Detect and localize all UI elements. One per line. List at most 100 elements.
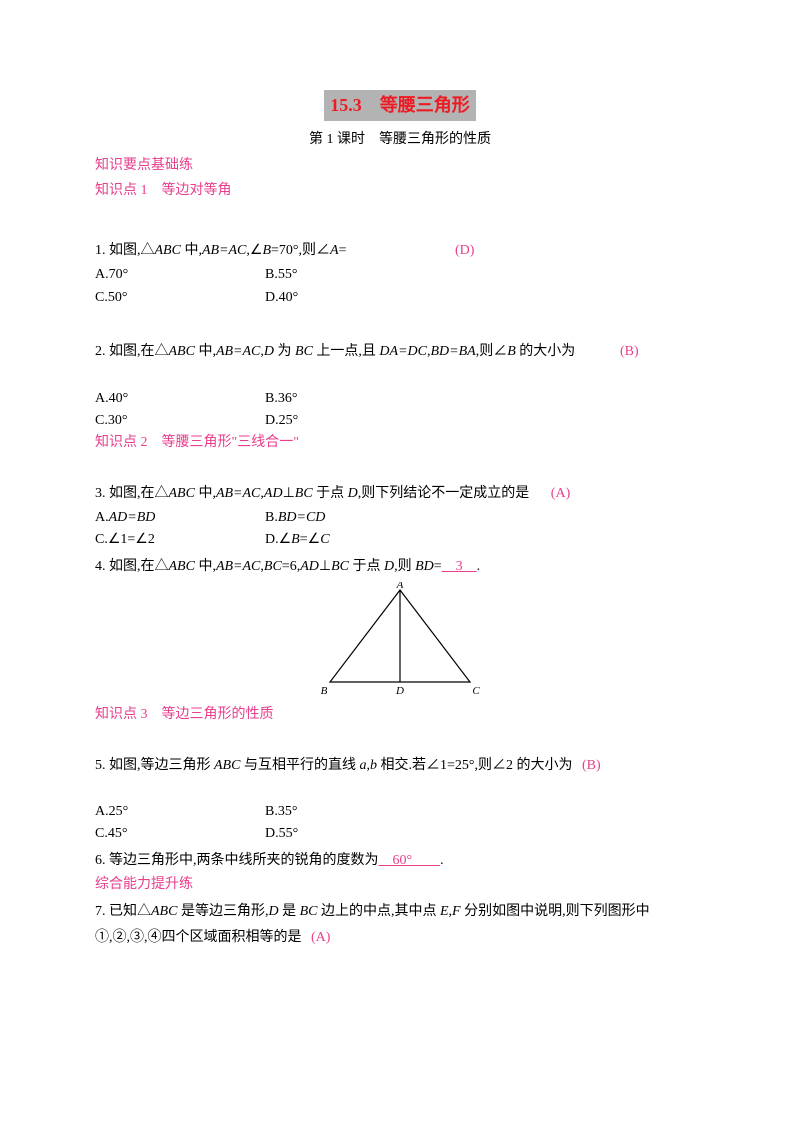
q7-t6: 分别如图中说明,则下列图形中 <box>461 904 650 919</box>
q1-cond: AB=AC <box>202 243 246 258</box>
q5-b: b <box>370 758 377 773</box>
kp2: 知识点 2 等腰三角形"三线合一" <box>95 432 705 454</box>
q3-t6: ,则下列结论不一定成立的是 <box>358 486 530 501</box>
q3-t4: ⊥ <box>283 486 295 501</box>
q2-abc: ABC <box>169 344 195 359</box>
q7-e: E <box>440 904 449 919</box>
diagram-label-D: D <box>395 685 404 697</box>
q3-optA-it: AD=BD <box>109 510 156 525</box>
q3-optC: C.∠1=∠2 <box>95 529 265 551</box>
q1-a: A <box>330 243 339 258</box>
q5-abc: ABC <box>214 758 240 773</box>
q1-optB: B.55° <box>265 264 297 286</box>
q7-d: D <box>268 904 278 919</box>
q1-t3: ,∠ <box>246 243 262 258</box>
q2-answer: (B) <box>620 341 639 363</box>
q4-t2: 中, <box>195 559 216 574</box>
q1-answer: (D) <box>455 240 474 262</box>
q1-opts-2: C.50° D.40° <box>95 287 705 309</box>
q7-answer: (A) <box>311 930 330 945</box>
q5-optB: B.35° <box>265 801 297 823</box>
q1-optD: D.40° <box>265 287 298 309</box>
q4-t5: ⊥ <box>319 559 331 574</box>
q5-stem: 5. 如图,等边三角形 ABC 与互相平行的直线 a,b 相交.若∠1=25°,… <box>95 755 705 777</box>
q2-c3: BD=BA <box>430 344 475 359</box>
q2-t8: 的大小为 <box>516 344 576 359</box>
diagram-label-C: C <box>472 685 480 697</box>
section-advance: 综合能力提升练 <box>95 874 705 896</box>
kp1: 知识点 1 等边对等角 <box>95 180 705 202</box>
q1-t2: 中, <box>181 243 202 258</box>
q7-bc: BC <box>300 904 318 919</box>
q3-d: D <box>348 486 358 501</box>
q4-tail: . <box>477 559 481 574</box>
q4-t4: =6, <box>282 559 300 574</box>
q3-optB: B.BD=CD <box>265 507 325 529</box>
q2-optD: D.25° <box>265 410 298 432</box>
diagram-label-B: B <box>321 685 328 697</box>
title-block: 15.3 等腰三角形 <box>95 90 705 121</box>
q5-opts-2: C.45° D.55° <box>95 823 705 845</box>
q4-c3: AD <box>300 559 319 574</box>
q1-optA: A.70° <box>95 264 265 286</box>
q2-t1: 2. 如图,在△ <box>95 344 169 359</box>
q2-t5: 上一点,且 <box>313 344 380 359</box>
q5-optC: C.45° <box>95 823 265 845</box>
q1-optC: C.50° <box>95 287 265 309</box>
q2-b: B <box>507 344 516 359</box>
q4-bd: BD <box>415 559 434 574</box>
kp3: 知识点 3 等边三角形的性质 <box>95 704 705 726</box>
q7-abc: ABC <box>151 904 177 919</box>
q1-t4: =70°,则∠ <box>271 243 330 258</box>
q2-t2: 中, <box>195 344 216 359</box>
q5-t1: 5. 如图,等边三角形 <box>95 758 214 773</box>
q2-t7: ,则∠ <box>476 344 508 359</box>
q3-answer: (A) <box>551 486 570 501</box>
q5-optA: A.25° <box>95 801 265 823</box>
q2-t4: 为 <box>274 344 295 359</box>
q5-t4: 相交.若∠1=25°,则∠2 的大小为 <box>377 758 573 773</box>
q3-t2: 中, <box>195 486 216 501</box>
q4-t7: ,则 <box>394 559 415 574</box>
q7-t1: 7. 已知△ <box>95 904 151 919</box>
q2-optB: B.36° <box>265 388 297 410</box>
q4-ans: 3 <box>442 559 477 574</box>
q4-c2: BC <box>264 559 282 574</box>
q3-optA: A.AD=BD <box>95 507 265 529</box>
q4-t8: = <box>434 559 442 574</box>
q1-opts-1: A.70° B.55° <box>95 264 705 286</box>
q4-c4: BC <box>331 559 349 574</box>
q5-t2: 与互相平行的直线 <box>240 758 359 773</box>
q7-t2: 是等边三角形, <box>177 904 268 919</box>
sub-title: 第 1 课时 等腰三角形的性质 <box>95 129 705 151</box>
q3-t1: 3. 如图,在△ <box>95 486 169 501</box>
q1-t5: = <box>339 243 347 258</box>
q2-opts-1: A.40° B.36° <box>95 388 705 410</box>
q2-optA: A.40° <box>95 388 265 410</box>
q3-stem: 3. 如图,在△ABC 中,AB=AC,AD⊥BC 于点 D,则下列结论不一定成… <box>95 483 705 505</box>
q7-l2: ①,②,③,④四个区域面积相等的是 <box>95 930 302 945</box>
q1-b: B <box>262 243 271 258</box>
section-basic: 知识要点基础练 <box>95 155 705 177</box>
q4-stem: 4. 如图,在△ABC 中,AB=AC,BC=6,AD⊥BC 于点 D,则 BD… <box>95 556 705 578</box>
q4-d: D <box>384 559 394 574</box>
q2-c1: AB=AC <box>216 344 260 359</box>
q3-optD-m: =∠ <box>300 532 320 547</box>
q6-stem: 6. 等边三角形中,两条中线所夹的锐角的度数为 60° . <box>95 850 705 872</box>
q2-d: D <box>264 344 274 359</box>
q3-c3: BC <box>295 486 313 501</box>
q3-c2: AD <box>264 486 283 501</box>
q6-t1: 6. 等边三角形中,两条中线所夹的锐角的度数为 <box>95 853 379 868</box>
q6-ans: 60° <box>379 853 441 868</box>
q3-opts-1: A.AD=BD B.BD=CD <box>95 507 705 529</box>
q6-tail: . <box>440 853 444 868</box>
q3-optB-pre: B. <box>265 510 278 525</box>
q2-opts-2: C.30° D.25° <box>95 410 705 432</box>
q7-line2: ①,②,③,④四个区域面积相等的是 (A) <box>95 927 705 949</box>
q5-optD: D.55° <box>265 823 298 845</box>
q2-c2: DA=DC <box>379 344 427 359</box>
q5-opts-1: A.25° B.35° <box>95 801 705 823</box>
q1-t1: 1. 如图,△ <box>95 243 155 258</box>
diagram-label-A: A <box>396 582 404 591</box>
q3-abc: ABC <box>169 486 195 501</box>
